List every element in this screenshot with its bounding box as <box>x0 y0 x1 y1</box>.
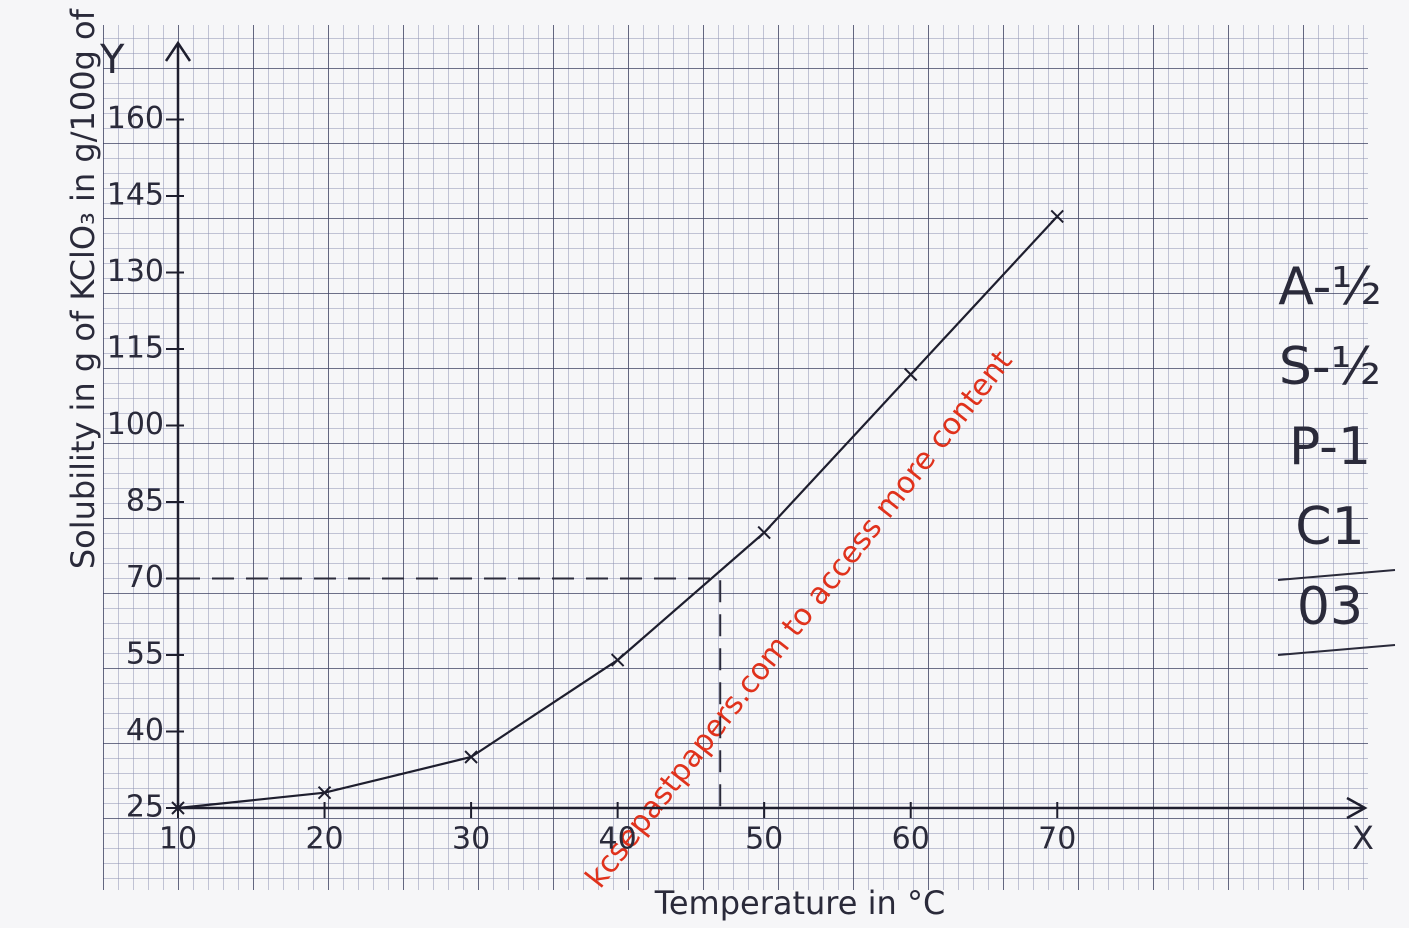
y-tick-label: 25 <box>126 790 164 825</box>
annotation: P-1 <box>1289 417 1371 477</box>
x-tick-label: 60 <box>892 822 930 857</box>
graph-paper <box>103 25 1368 890</box>
y-axis-letter: Y <box>99 37 125 83</box>
data-point <box>1050 209 1064 224</box>
data-point <box>904 367 918 382</box>
y-tick-label: 55 <box>126 637 164 672</box>
x-axis-letter: X <box>1352 819 1374 857</box>
y-tick-label: 100 <box>107 407 164 442</box>
y-axis-label: Solubility in g of KClO₃ in g/100g of H₂… <box>64 0 102 569</box>
y-tick-label: 130 <box>107 254 164 289</box>
x-tick-label: 20 <box>305 822 343 857</box>
x-tick-label: 30 <box>452 822 490 857</box>
x-axis-label: Temperature in °C <box>654 884 946 922</box>
x-tick-label: 40 <box>599 822 637 857</box>
annotation: C1 <box>1295 497 1364 557</box>
annotation: 03 <box>1297 577 1363 637</box>
x-tick-label: 50 <box>745 822 783 857</box>
annotation: A-½ <box>1278 257 1382 317</box>
y-tick-label: 115 <box>107 331 164 366</box>
reference-line <box>178 577 722 808</box>
y-tick-label: 40 <box>126 713 164 748</box>
x-tick-label: 70 <box>1038 822 1076 857</box>
y-tick-label: 160 <box>107 101 164 136</box>
x-arrow <box>1346 796 1368 820</box>
x-tick-label: 10 <box>159 822 197 857</box>
y-tick-label: 145 <box>107 178 164 213</box>
y-arrow <box>164 40 192 62</box>
annotation-rule <box>1277 569 1396 581</box>
annotation-rule <box>1277 644 1396 656</box>
data-point <box>757 525 771 540</box>
y-tick-label: 85 <box>126 484 164 519</box>
data-point <box>464 750 478 764</box>
data-point <box>171 801 185 815</box>
data-point <box>610 653 625 667</box>
y-tick-label: 70 <box>126 560 164 595</box>
annotation: S-½ <box>1279 337 1381 397</box>
data-point <box>317 785 332 800</box>
